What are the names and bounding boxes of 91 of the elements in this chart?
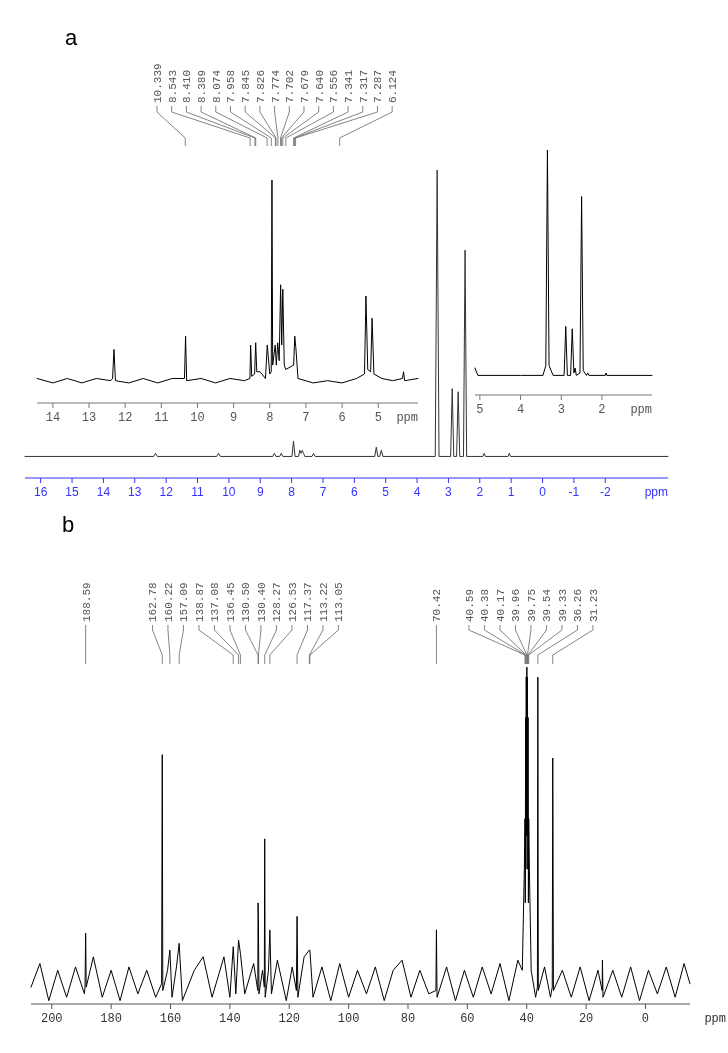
annotation: 39.33 <box>556 588 569 622</box>
x-tick-label: 8 <box>288 485 296 499</box>
x-tick-label: 60 <box>460 1012 475 1026</box>
annotation: 136.45 <box>224 582 237 622</box>
x-axis-title: ppm <box>630 403 652 417</box>
x-tick-label: 9 <box>256 485 264 499</box>
annotation: 39.96 <box>510 588 523 622</box>
annotation: 7.958 <box>225 69 238 103</box>
x-tick-label: 3 <box>557 403 565 417</box>
x-tick-label: 8 <box>266 411 274 425</box>
x-axis-title: ppm <box>704 1012 726 1026</box>
x-tick-label: 15 <box>65 485 80 499</box>
x-tick-label: 0 <box>641 1012 650 1026</box>
annotation: 162.78 <box>147 582 160 622</box>
annotation: 40.17 <box>494 588 507 622</box>
x-tick-label: 3 <box>445 485 453 499</box>
x-tick-label: 6 <box>351 485 358 499</box>
x-tick-label: 40 <box>519 1012 534 1026</box>
annotation: 113.22 <box>317 582 330 622</box>
x-tick-label: 7 <box>302 411 310 425</box>
chart-title: b <box>62 512 75 537</box>
annotation: 7.341 <box>343 69 356 103</box>
x-tick-label: 16 <box>34 485 48 499</box>
annotation: 117.37 <box>302 582 315 622</box>
annotation: 113.05 <box>333 582 346 622</box>
x-tick-label: 140 <box>219 1012 241 1026</box>
x-tick-label: 13 <box>81 411 97 425</box>
annotation: 130.50 <box>240 582 253 622</box>
x-tick-label: -1 <box>568 485 580 499</box>
x-tick-label: 11 <box>154 411 169 425</box>
x-tick-label: 14 <box>96 485 111 499</box>
annotation: 39.75 <box>525 588 538 622</box>
annotation: 188.59 <box>80 582 93 622</box>
x-tick-label: 14 <box>45 411 61 425</box>
annotation: 138.87 <box>193 582 206 622</box>
annotation: 8.389 <box>196 69 209 103</box>
annotation: 157.09 <box>178 582 191 622</box>
x-tick-label: 80 <box>400 1012 416 1026</box>
text: 6.124 <box>387 69 400 103</box>
x-tick-label: 13 <box>128 485 142 499</box>
x-tick-label: 6 <box>338 411 346 425</box>
x-tick-label: 9 <box>230 411 238 425</box>
x-tick-label: 180 <box>100 1012 122 1026</box>
chart-title: a <box>65 25 78 50</box>
x-tick-label: 2 <box>598 403 606 417</box>
annotation: 7.845 <box>240 69 253 103</box>
annotation: 7.826 <box>254 69 267 103</box>
x-tick-label: 10 <box>190 411 205 425</box>
annotation: 8.074 <box>210 69 223 103</box>
annotation: 36.26 <box>572 588 585 622</box>
annotation: 31.23 <box>587 588 600 622</box>
x-tick-label: 12 <box>159 485 174 499</box>
x-tick-label: 20 <box>578 1012 594 1026</box>
x-tick-label: 7 <box>319 485 327 499</box>
x-tick-label: 4 <box>413 485 421 499</box>
annotation: 40.59 <box>463 588 476 622</box>
annotation: 7.702 <box>284 69 297 103</box>
annotation: 8.410 <box>181 69 194 103</box>
x-axis-title: ppm <box>396 411 418 425</box>
x-tick-label: 0 <box>539 485 547 499</box>
x-tick-label: 120 <box>278 1012 301 1026</box>
x-axis-title: ppm <box>644 485 668 499</box>
x-tick-label: 5 <box>382 485 390 499</box>
x-tick-label: 11 <box>191 485 205 499</box>
annotation: 10.339 <box>151 63 164 103</box>
x-tick-label: 160 <box>159 1012 182 1026</box>
annotation: 39.54 <box>541 588 554 622</box>
annotation: 7.640 <box>313 69 326 103</box>
annotation: 130.40 <box>255 582 268 622</box>
x-tick-label: 12 <box>118 411 133 425</box>
annotation: 7.679 <box>298 69 311 103</box>
x-tick-label: 5 <box>374 411 382 425</box>
annotation: 7.317 <box>357 69 370 103</box>
annotation: 8.543 <box>166 69 179 103</box>
x-tick-label: 200 <box>40 1012 63 1026</box>
annotation: 40.38 <box>479 588 492 622</box>
annotation: 70.42 <box>431 588 444 622</box>
x-tick-label: 5 <box>476 403 484 417</box>
annotation: 126.53 <box>286 582 299 622</box>
annotation: 137.08 <box>209 582 222 622</box>
annotation: 7.287 <box>372 69 385 103</box>
annotation: 160.22 <box>162 582 175 622</box>
x-tick-label: 100 <box>337 1012 360 1026</box>
x-tick-label: 1 <box>507 485 515 499</box>
x-tick-label: 2 <box>476 485 484 499</box>
x-tick-label: 4 <box>516 403 525 417</box>
annotation: 7.556 <box>328 69 341 103</box>
annotation: 128.27 <box>271 582 284 622</box>
annotation: 7.774 <box>269 69 282 103</box>
x-tick-label: 10 <box>222 485 236 499</box>
x-tick-label: -2 <box>599 485 611 499</box>
